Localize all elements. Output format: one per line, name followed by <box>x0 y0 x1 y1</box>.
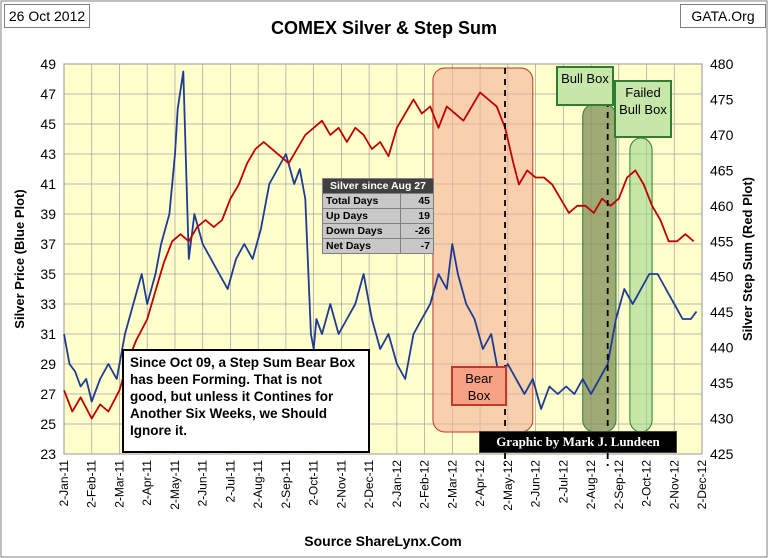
date-label: 26 Oct 2012 <box>4 4 90 28</box>
x-tick-label: 2-Dec-11 <box>362 460 376 509</box>
x-tick-label: 2-Aug-12 <box>584 460 598 510</box>
x-tick-label: 2-Oct-12 <box>640 460 654 507</box>
x-tick-label: 2-Apr-11 <box>140 460 154 506</box>
y-left-tick-label: 31 <box>40 326 56 342</box>
failed-bull-box-region <box>629 137 653 433</box>
stats-title: Silver since Aug 27 <box>322 178 434 194</box>
y-right-tick-label: 480 <box>710 56 734 72</box>
stats-label-total: Total Days <box>322 193 401 209</box>
stats-label-net: Net Days <box>322 238 401 254</box>
x-tick-label: 2-Sep-11 <box>279 460 293 509</box>
stats-table: Silver since Aug 27 Total Days 45 Up Days… <box>322 178 434 254</box>
y-right-tick-label: 440 <box>710 340 734 356</box>
y-right-tick-label: 435 <box>710 375 734 391</box>
y-left-tick-label: 25 <box>40 416 56 432</box>
x-tick-label: 2-Jul-12 <box>556 460 570 504</box>
y-left-tick-label: 29 <box>40 356 56 372</box>
failed-bull-box-label: Failed Bull Box <box>614 80 672 138</box>
y-right-tick-label: 465 <box>710 162 734 178</box>
y-left-tick-label: 33 <box>40 296 56 312</box>
y-right-tick-label: 460 <box>710 198 734 214</box>
x-tick-label: 2-Dec-12 <box>695 460 709 510</box>
x-axis-label: Source ShareLynx.Com <box>304 533 461 549</box>
y-left-tick-label: 27 <box>40 386 56 402</box>
x-tick-label: 2-May-11 <box>168 460 182 510</box>
x-tick-label: 2-May-12 <box>501 460 515 511</box>
y-right-axis-label: Silver Step Sum (Red Plot) <box>740 177 755 341</box>
x-tick-label: 2-Jan-12 <box>390 460 404 508</box>
y-left-axis-label: Silver Price (Blue Plot) <box>12 189 27 328</box>
y-right-tick-label: 430 <box>710 411 734 427</box>
x-tick-label: 2-Apr-12 <box>473 460 487 507</box>
silver-price-line <box>63 70 698 410</box>
x-tick-label: 2-Oct-11 <box>307 460 321 506</box>
y-left-tick-label: 43 <box>40 146 56 162</box>
annotation-note: Since Oct 09, a Step Sum Bear Box has be… <box>122 349 370 453</box>
y-left-tick-label: 35 <box>40 266 56 282</box>
y-right-tick-label: 470 <box>710 127 734 143</box>
x-tick-label: 2-Nov-11 <box>334 460 348 509</box>
x-tick-label: 2-Jun-11 <box>196 460 210 507</box>
y-left-tick-label: 37 <box>40 236 56 252</box>
site-label: GATA.Org <box>680 4 766 28</box>
x-tick-label: 2-Mar-11 <box>112 460 126 508</box>
bear-box-label: Bear Box <box>451 366 507 406</box>
x-tick-label: 2-Feb-12 <box>418 460 432 509</box>
y-left-tick-label: 41 <box>40 176 56 192</box>
x-tick-label: 2-Jun-12 <box>529 460 543 508</box>
x-tick-label: 2-Mar-12 <box>445 460 459 509</box>
x-tick-label: 2-Nov-12 <box>667 460 681 510</box>
x-tick-label: 2-Sep-12 <box>612 460 626 510</box>
y-right-tick-label: 425 <box>710 446 734 462</box>
stats-value-down: -26 <box>400 223 434 239</box>
x-tick-label: 2-Aug-11 <box>251 460 265 509</box>
y-right-tick-label: 445 <box>710 304 734 320</box>
bull-box-label: Bull Box <box>556 66 614 106</box>
bull-box-region <box>582 103 617 433</box>
stats-value-total: 45 <box>400 193 434 209</box>
stats-value-up: 19 <box>400 208 434 224</box>
y-left-tick-label: 47 <box>40 86 56 102</box>
x-tick-label: 2-Jan-11 <box>57 460 71 507</box>
y-right-tick-label: 475 <box>710 91 734 107</box>
credit-label: Graphic by Mark J. Lundeen <box>479 431 677 453</box>
y-left-tick-label: 49 <box>40 56 56 72</box>
y-right-tick-label: 450 <box>710 269 734 285</box>
step-sum-line <box>63 91 695 420</box>
stats-label-down: Down Days <box>322 223 401 239</box>
y-left-tick-label: 39 <box>40 206 56 222</box>
x-tick-label: 2-Feb-11 <box>85 460 99 508</box>
stats-value-net: -7 <box>400 238 434 254</box>
stats-label-up: Up Days <box>322 208 401 224</box>
y-left-tick-label: 23 <box>40 446 56 462</box>
x-tick-label: 2-Jul-11 <box>223 460 237 503</box>
y-right-tick-label: 455 <box>710 233 734 249</box>
y-left-tick-label: 45 <box>40 116 56 132</box>
chart-title: COMEX Silver & Step Sum <box>270 18 498 38</box>
